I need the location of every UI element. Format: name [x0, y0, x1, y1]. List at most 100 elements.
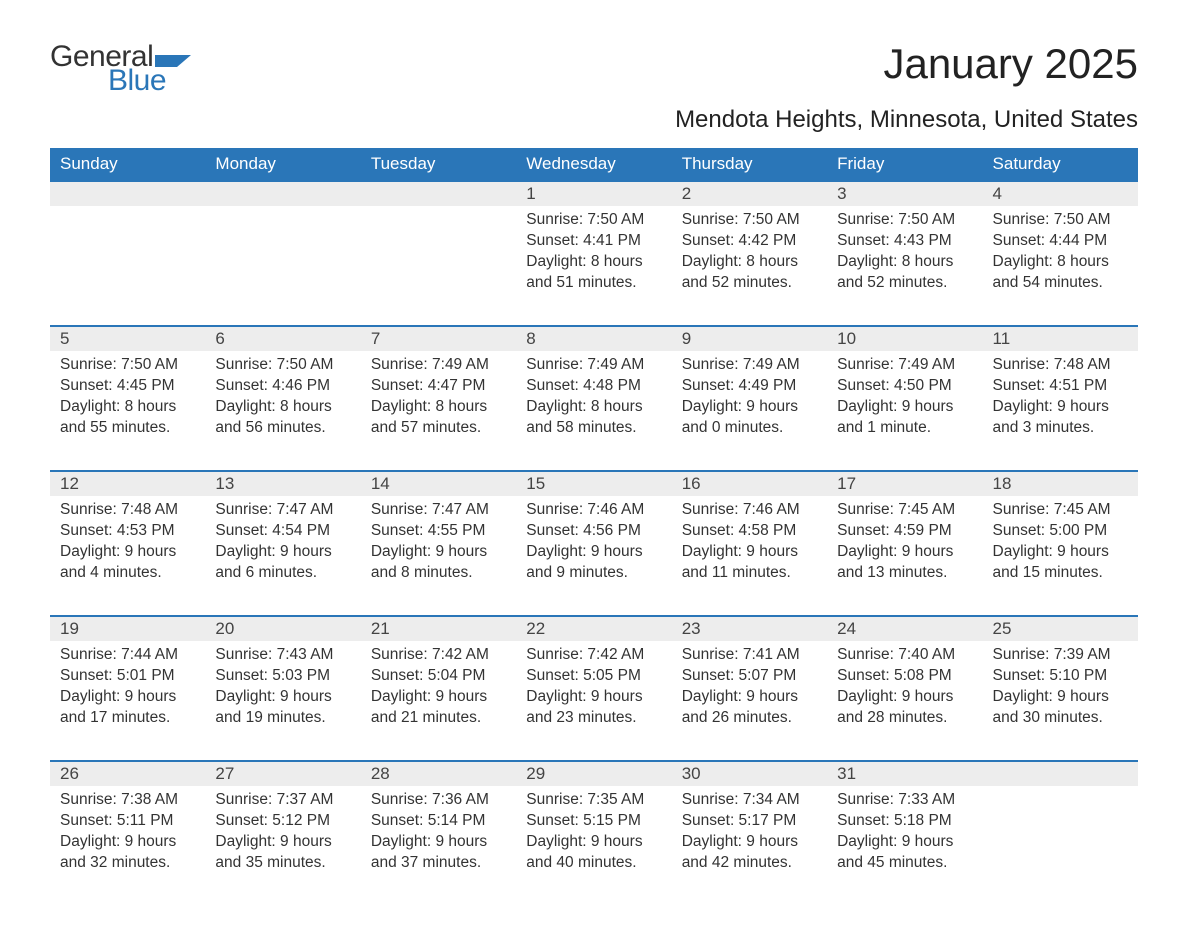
- day-number-cell: 19: [50, 616, 205, 641]
- daylight-text: Daylight: 9 hours and 45 minutes.: [837, 832, 972, 874]
- sunset-text: Sunset: 5:03 PM: [215, 666, 350, 687]
- sunrise-text: Sunrise: 7:33 AM: [837, 790, 972, 811]
- sunrise-text: Sunrise: 7:42 AM: [526, 645, 661, 666]
- sunset-text: Sunset: 4:44 PM: [993, 231, 1128, 252]
- sunset-text: Sunset: 4:45 PM: [60, 376, 195, 397]
- sunset-text: Sunset: 4:58 PM: [682, 521, 817, 542]
- sunset-text: Sunset: 4:54 PM: [215, 521, 350, 542]
- daylight-text: Daylight: 9 hours and 1 minute.: [837, 397, 972, 439]
- daylight-text: Daylight: 9 hours and 19 minutes.: [215, 687, 350, 729]
- day-number-cell: [983, 761, 1138, 786]
- day-content-cell: Sunrise: 7:49 AMSunset: 4:47 PMDaylight:…: [361, 351, 516, 471]
- day-content-cell: Sunrise: 7:49 AMSunset: 4:48 PMDaylight:…: [516, 351, 671, 471]
- day-content-cell: Sunrise: 7:50 AMSunset: 4:45 PMDaylight:…: [50, 351, 205, 471]
- sunrise-text: Sunrise: 7:36 AM: [371, 790, 506, 811]
- sunset-text: Sunset: 5:14 PM: [371, 811, 506, 832]
- daylight-text: Daylight: 9 hours and 11 minutes.: [682, 542, 817, 584]
- daylight-text: Daylight: 9 hours and 0 minutes.: [682, 397, 817, 439]
- daylight-text: Daylight: 8 hours and 51 minutes.: [526, 252, 661, 294]
- weekday-header: Sunday: [50, 148, 205, 181]
- day-content-row: Sunrise: 7:48 AMSunset: 4:53 PM Daylight:…: [50, 496, 1138, 616]
- sunrise-text: Sunrise: 7:41 AM: [682, 645, 817, 666]
- sunset-text: Sunset: 4:53 PM: [60, 521, 195, 542]
- day-number-cell: 8: [516, 326, 671, 351]
- sunrise-text: Sunrise: 7:44 AM: [60, 645, 195, 666]
- page-title: January 2025: [883, 40, 1138, 88]
- day-content-cell: Sunrise: 7:34 AMSunset: 5:17 PMDaylight:…: [672, 786, 827, 906]
- daylight-text: Daylight: 9 hours and 32 minutes.: [60, 832, 195, 874]
- daylight-text: Daylight: 9 hours and 15 minutes.: [993, 542, 1128, 584]
- sunset-text: Sunset: 5:08 PM: [837, 666, 972, 687]
- sunrise-text: Sunrise: 7:39 AM: [993, 645, 1128, 666]
- sunset-text: Sunset: 5:18 PM: [837, 811, 972, 832]
- daynum-row: 1234: [50, 181, 1138, 206]
- sunset-text: Sunset: 4:42 PM: [682, 231, 817, 252]
- sunset-text: Sunset: 4:49 PM: [682, 376, 817, 397]
- sunrise-text: Sunrise: 7:50 AM: [993, 210, 1128, 231]
- location-subtitle: Mendota Heights, Minnesota, United State…: [50, 106, 1138, 134]
- sunrise-text: Sunrise: 7:42 AM: [371, 645, 506, 666]
- day-content-cell: Sunrise: 7:47 AMSunset: 4:55 PMDaylight:…: [361, 496, 516, 616]
- day-content-cell: Sunrise: 7:50 AMSunset: 4:43 PMDaylight:…: [827, 206, 982, 326]
- sunset-text: Sunset: 4:47 PM: [371, 376, 506, 397]
- sunset-text: Sunset: 4:51 PM: [993, 376, 1128, 397]
- daylight-text: Daylight: 9 hours and 17 minutes.: [60, 687, 195, 729]
- daylight-text: Daylight: 9 hours and 6 minutes.: [215, 542, 350, 584]
- day-number-cell: 24: [827, 616, 982, 641]
- day-number-cell: 11: [983, 326, 1138, 351]
- sunrise-text: Sunrise: 7:38 AM: [60, 790, 195, 811]
- day-content-cell: Sunrise: 7:49 AMSunset: 4:49 PMDaylight:…: [672, 351, 827, 471]
- sunset-text: Sunset: 5:00 PM: [993, 521, 1128, 542]
- day-number-cell: 23: [672, 616, 827, 641]
- sunrise-text: Sunrise: 7:47 AM: [215, 500, 350, 521]
- sunrise-text: Sunrise: 7:47 AM: [371, 500, 506, 521]
- day-content-cell: Sunrise: 7:39 AMSunset: 5:10 PMDaylight:…: [983, 641, 1138, 761]
- day-number-cell: 21: [361, 616, 516, 641]
- daylight-text: Daylight: 8 hours and 52 minutes.: [682, 252, 817, 294]
- day-content-cell: Sunrise: 7:46 AMSunset: 4:56 PMDaylight:…: [516, 496, 671, 616]
- day-number-cell: 17: [827, 471, 982, 496]
- day-number-cell: 4: [983, 181, 1138, 206]
- weekday-header: Tuesday: [361, 148, 516, 181]
- day-content-cell: Sunrise: 7:33 AMSunset: 5:18 PMDaylight:…: [827, 786, 982, 906]
- weekday-header: Friday: [827, 148, 982, 181]
- daylight-text: Daylight: 9 hours and 8 minutes.: [371, 542, 506, 584]
- daynum-row: 567891011: [50, 326, 1138, 351]
- day-number-cell: 9: [672, 326, 827, 351]
- day-content-cell: Sunrise: 7:35 AMSunset: 5:15 PMDaylight:…: [516, 786, 671, 906]
- sunrise-text: Sunrise: 7:35 AM: [526, 790, 661, 811]
- day-number-cell: 12: [50, 471, 205, 496]
- sunrise-text: Sunrise: 7:50 AM: [526, 210, 661, 231]
- sunrise-text: Sunrise: 7:49 AM: [526, 355, 661, 376]
- weekday-header: Thursday: [672, 148, 827, 181]
- day-number-cell: 20: [205, 616, 360, 641]
- day-content-cell: [205, 206, 360, 326]
- day-content-cell: [50, 206, 205, 326]
- day-content-cell: Sunrise: 7:46 AMSunset: 4:58 PMDaylight:…: [672, 496, 827, 616]
- day-number-cell: 30: [672, 761, 827, 786]
- sunrise-text: Sunrise: 7:50 AM: [837, 210, 972, 231]
- sunset-text: Sunset: 4:43 PM: [837, 231, 972, 252]
- day-content-cell: Sunrise: 7:38 AMSunset: 5:11 PMDaylight:…: [50, 786, 205, 906]
- day-number-cell: 5: [50, 326, 205, 351]
- sunrise-text: Sunrise: 7:50 AM: [215, 355, 350, 376]
- day-content-cell: Sunrise: 7:41 AMSunset: 5:07 PMDaylight:…: [672, 641, 827, 761]
- sunrise-text: Sunrise: 7:45 AM: [837, 500, 972, 521]
- daylight-text: Daylight: 8 hours and 54 minutes.: [993, 252, 1128, 294]
- sunrise-text: Sunrise: 7:40 AM: [837, 645, 972, 666]
- brand-logo: General Blue: [50, 40, 191, 98]
- weekday-header: Monday: [205, 148, 360, 181]
- daylight-text: Daylight: 9 hours and 35 minutes.: [215, 832, 350, 874]
- daylight-text: Daylight: 9 hours and 23 minutes.: [526, 687, 661, 729]
- day-number-cell: [50, 181, 205, 206]
- day-content-cell: [983, 786, 1138, 906]
- day-number-cell: 14: [361, 471, 516, 496]
- sunset-text: Sunset: 4:41 PM: [526, 231, 661, 252]
- day-number-cell: 29: [516, 761, 671, 786]
- daylight-text: Daylight: 8 hours and 56 minutes.: [215, 397, 350, 439]
- day-content-cell: Sunrise: 7:47 AMSunset: 4:54 PMDaylight:…: [205, 496, 360, 616]
- day-number-cell: 7: [361, 326, 516, 351]
- sunset-text: Sunset: 5:17 PM: [682, 811, 817, 832]
- sunset-text: Sunset: 4:48 PM: [526, 376, 661, 397]
- sunrise-text: Sunrise: 7:48 AM: [60, 500, 195, 521]
